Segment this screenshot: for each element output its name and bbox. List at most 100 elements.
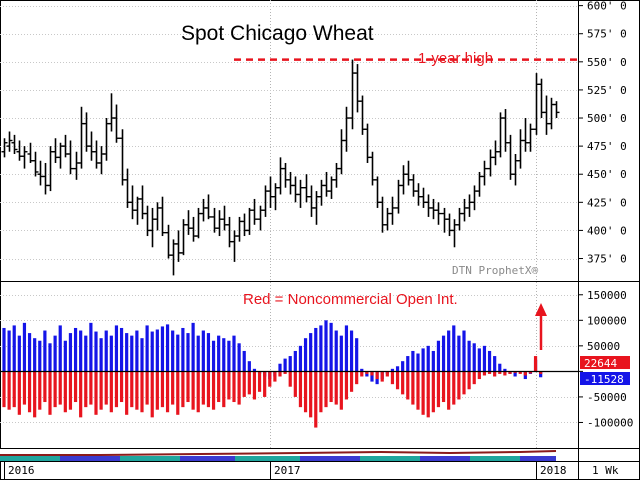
oi-bar	[89, 371, 93, 405]
oi-bar	[539, 371, 543, 374]
oi-bar	[314, 327, 318, 372]
oi-bar	[380, 371, 384, 382]
oi-bar	[38, 340, 42, 372]
oi-bar	[401, 371, 405, 395]
oi-bar	[242, 371, 246, 397]
oi-bar	[401, 361, 405, 372]
oi-bar	[130, 371, 134, 408]
x-tick-label: 2016	[8, 464, 35, 477]
ohlc-bar	[435, 202, 442, 225]
oi-bar	[160, 371, 165, 408]
oi-bar	[104, 371, 108, 405]
ohlc-bar	[32, 151, 39, 177]
oi-bar	[268, 371, 272, 387]
oi-bar	[319, 325, 323, 372]
oi-bar	[416, 353, 420, 372]
oi-bar	[416, 371, 420, 410]
price-tick-label: 375' 0	[587, 253, 627, 266]
oi-bar	[84, 371, 88, 408]
oi-bar	[150, 331, 154, 372]
oi-bar	[135, 371, 139, 410]
oi-bar	[186, 333, 190, 372]
oi-bar	[201, 330, 205, 372]
oi-bar	[288, 356, 292, 372]
oi-bar	[273, 371, 277, 382]
oi-bar	[247, 361, 251, 372]
oi-bar	[58, 325, 62, 372]
oi-bar	[252, 371, 257, 400]
oi-bar	[79, 371, 83, 418]
oi-bar	[73, 371, 78, 403]
oi-bar	[196, 371, 200, 413]
oi-bar	[171, 330, 175, 372]
ohlc-bar	[11, 134, 18, 154]
blue-last-value: -11528	[584, 373, 624, 386]
oi-bar	[43, 330, 47, 372]
strip-segment	[300, 456, 360, 461]
oi-bar	[477, 348, 481, 372]
ohlc-bar	[159, 196, 166, 237]
oi-bar	[523, 371, 527, 376]
oi-bar	[539, 371, 543, 378]
x-tick-label: 2018	[540, 464, 567, 477]
oi-bar	[436, 340, 441, 372]
ohlc-bar	[389, 196, 396, 225]
oi-bar	[288, 371, 292, 387]
oi-bar	[237, 343, 241, 372]
oi-bar	[217, 371, 221, 403]
oi-bar	[355, 371, 359, 385]
oi-bar	[426, 345, 430, 372]
oi-bar	[472, 343, 476, 372]
oi-bar	[237, 371, 241, 405]
oi-bar	[63, 340, 67, 372]
oi-bar	[487, 371, 492, 374]
oi-bar	[278, 363, 282, 372]
strip-segment	[520, 456, 556, 461]
oi-bar	[518, 371, 522, 374]
oi-bar	[135, 330, 139, 372]
oi-bar	[84, 335, 88, 372]
oi-bar	[140, 371, 144, 413]
oi-bar	[181, 327, 185, 372]
x-axis-labels: 2016 2017 2018	[4, 461, 567, 480]
oi-tick-label: 150000	[587, 289, 627, 302]
oi-bar	[355, 338, 359, 372]
oi-bar	[263, 371, 267, 397]
oi-bar	[370, 371, 374, 376]
oi-bar	[457, 371, 461, 400]
oi-bar	[12, 325, 16, 372]
oi-bar	[99, 338, 103, 372]
oi-bar	[196, 335, 200, 372]
oi-bar	[339, 335, 343, 372]
oi-bar	[513, 371, 517, 373]
oi-bar	[498, 371, 502, 374]
oi-bar	[68, 371, 73, 410]
price-tick-label: 425' 0	[587, 196, 627, 209]
oi-axis: -100000 -50000 50000 100000 150000	[578, 289, 633, 429]
oi-bar	[293, 350, 297, 372]
strip-segment	[470, 456, 520, 461]
oi-bar	[17, 371, 21, 415]
oi-bar	[186, 371, 190, 403]
oi-bar	[48, 343, 52, 372]
oi-bar	[493, 371, 497, 377]
oi-bar	[252, 368, 257, 372]
oi-bar	[339, 371, 343, 410]
oi-bar	[33, 371, 37, 418]
oi-bar	[33, 338, 37, 372]
price-tick-label: 575' 0	[587, 28, 627, 41]
oi-bar	[421, 371, 425, 415]
price-tick-label: 525' 0	[587, 84, 627, 97]
ohlc-bar	[481, 160, 488, 186]
oi-bar	[447, 330, 451, 372]
oi-bar	[145, 371, 149, 405]
oi-bar	[375, 371, 379, 380]
oi-bar	[452, 325, 456, 372]
oi-bar	[431, 371, 435, 413]
price-tick-label: 450' 0	[587, 168, 627, 181]
oi-bar	[222, 338, 226, 372]
x-tick-label: 2017	[274, 464, 301, 477]
oi-bar	[155, 329, 159, 372]
red-last-value: 22644	[584, 357, 617, 370]
oi-bar	[462, 330, 466, 372]
